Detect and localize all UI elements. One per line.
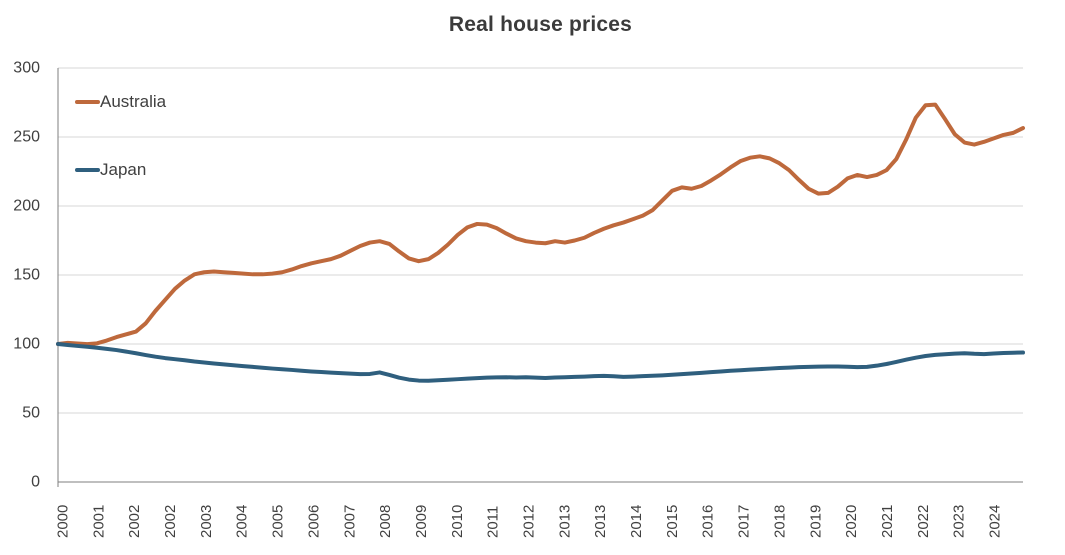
series-line-australia <box>56 102 1025 347</box>
legend-swatch-japan <box>75 168 100 172</box>
x-tick-label-24-2022: 2022 <box>915 505 932 538</box>
x-tick-label-6-2005: 2005 <box>270 505 287 538</box>
x-tick-label-23-2021: 2021 <box>879 505 896 538</box>
x-tick-label-26-2024: 2024 <box>987 505 1004 538</box>
x-tick-label-1-2001: 2001 <box>90 505 107 538</box>
series-line-japan <box>56 342 1025 383</box>
x-tick-label-25-2023: 2023 <box>951 505 968 538</box>
x-tick-label-10-2009: 2009 <box>413 505 430 538</box>
y-tick-label-250: 250 <box>13 129 40 146</box>
legend-label-japan: Japan <box>100 160 147 179</box>
x-tick-label-21-2019: 2019 <box>807 505 824 538</box>
x-tick-label-20-2018: 2018 <box>771 505 788 538</box>
legend-item-japan: Japan <box>75 160 146 180</box>
y-tick-label-200: 200 <box>13 198 40 215</box>
legend-label-australia: Australia <box>100 92 167 111</box>
x-tick-label-17-2015: 2015 <box>664 505 681 538</box>
x-tick-label-22-2020: 2020 <box>843 505 860 538</box>
legend-item-australia: Australia <box>75 92 166 112</box>
y-tick-label-50: 50 <box>22 405 40 422</box>
x-tick-label-16-2014: 2014 <box>628 505 645 538</box>
x-tick-label-19-2017: 2017 <box>736 505 753 538</box>
x-tick-label-0-2000: 2000 <box>55 505 72 538</box>
x-tick-label-12-2011: 2011 <box>485 506 502 538</box>
x-tick-label-7-2006: 2006 <box>305 505 322 538</box>
y-tick-label-100: 100 <box>13 336 40 353</box>
x-tick-label-3-2002: 2002 <box>162 505 179 538</box>
x-tick-label-5-2004: 2004 <box>234 505 251 538</box>
x-tick-label-11-2010: 2010 <box>449 505 466 538</box>
chart-title: Real house prices <box>448 13 633 36</box>
x-tick-label-8-2007: 2007 <box>341 505 358 538</box>
x-tick-label-15-2013: 2013 <box>592 505 609 538</box>
x-tick-label-14-2013: 2013 <box>556 505 573 538</box>
y-tick-label-0: 0 <box>31 474 40 491</box>
y-tick-label-150: 150 <box>13 267 40 284</box>
x-tick-label-4-2003: 2003 <box>198 505 215 538</box>
x-tick-label-18-2016: 2016 <box>700 505 717 538</box>
x-tick-label-2-2002: 2002 <box>126 505 143 538</box>
x-tick-label-9-2008: 2008 <box>377 505 394 538</box>
legend-swatch-australia <box>75 100 100 104</box>
x-tick-label-13-2012: 2012 <box>521 505 538 538</box>
y-tick-label-300: 300 <box>13 60 40 77</box>
